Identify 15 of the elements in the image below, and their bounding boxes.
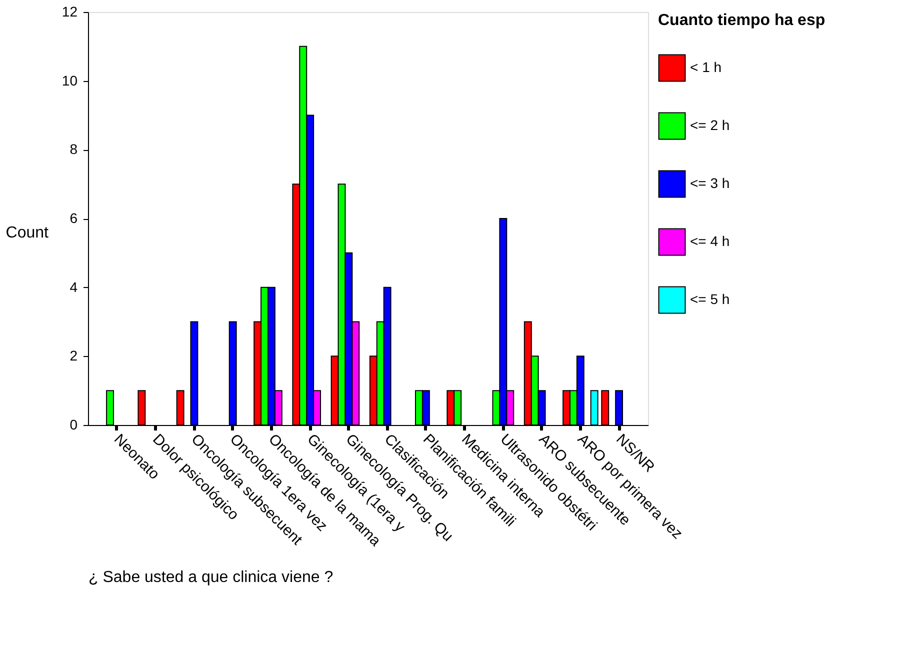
y-tick-label: 12 — [62, 4, 78, 20]
y-tick-label: 10 — [62, 72, 78, 88]
y-tick-label: 0 — [70, 416, 78, 432]
legend-label: <= 5 h — [690, 291, 730, 307]
legend-title: Cuanto tiempo ha esp — [658, 12, 826, 29]
y-tick-label: 6 — [70, 210, 78, 226]
legend-label: <= 2 h — [690, 117, 730, 133]
y-tick-label: 8 — [70, 141, 78, 158]
x-axis-title: ¿ Sabe usted a que clinica viene ? — [88, 568, 334, 586]
legend-label: <= 4 h — [690, 233, 730, 249]
legend-label: < 1 h — [690, 59, 722, 75]
legend-label: <= 3 h — [690, 175, 730, 191]
y-tick-label: 2 — [70, 348, 78, 364]
y-tick-label: 4 — [70, 278, 78, 295]
y-axis-title: Count — [6, 224, 50, 242]
